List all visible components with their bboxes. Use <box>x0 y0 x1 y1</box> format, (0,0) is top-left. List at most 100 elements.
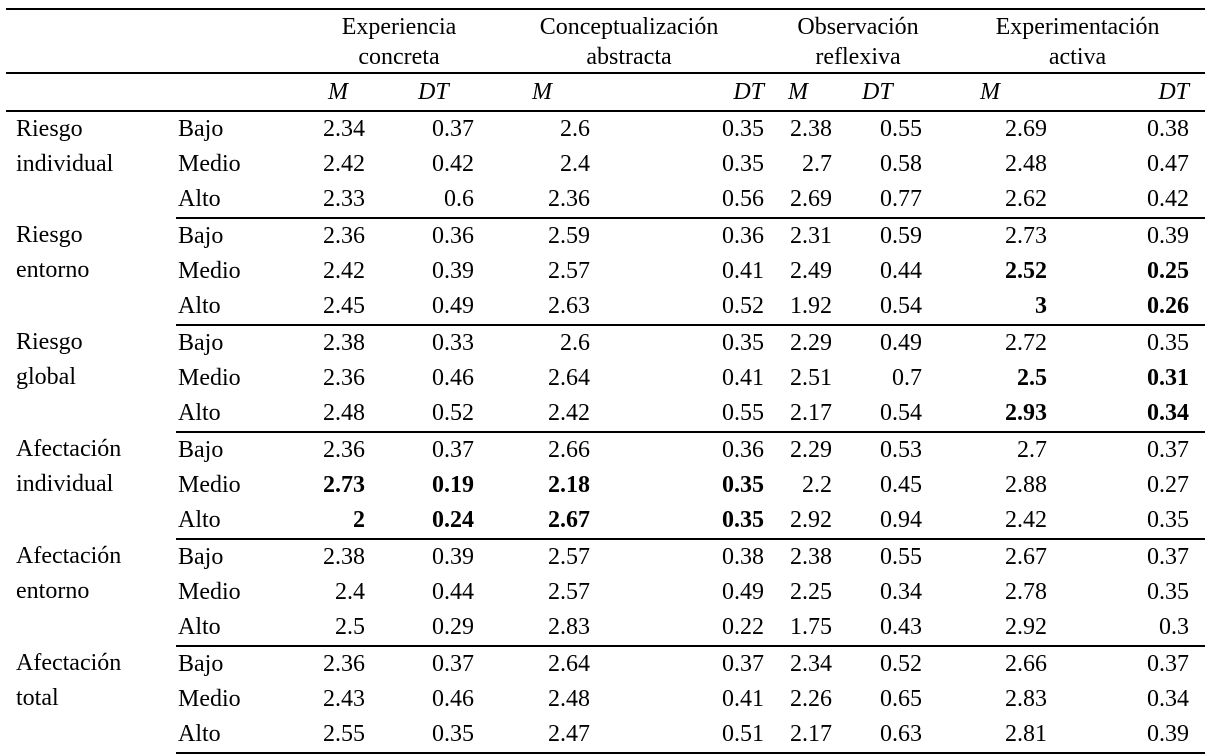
cell-sd: 0.54 <box>850 289 951 326</box>
column-group-line1: Experimentación <box>995 14 1160 40</box>
row-group: Afectación total Bajo 2.36 0.37 2.64 0.37 2.34 0… <box>6 646 1206 754</box>
cell-mean: 2.2 <box>802 472 833 498</box>
cell-mean: 2.26 <box>790 686 833 712</box>
column-group-line1: Conceptualización <box>539 14 719 40</box>
row-group: Afectación individual Bajo 2.36 0.37 2.66 0.36… <box>6 432 1206 540</box>
column-group-header: Observación reflexiva <box>766 8 951 73</box>
cell-sd: 0.35 <box>722 151 765 177</box>
results-table: Experiencia concreta Conceptualización abs… <box>6 8 1206 754</box>
cell-sd: 0.3 <box>1065 610 1206 647</box>
cell-mean: 2.4 <box>560 151 591 177</box>
row-group-label-line1: Riesgo <box>16 116 83 142</box>
subheader-m: M <box>950 72 1066 112</box>
cell-mean: 2 <box>306 503 390 540</box>
cell-mean: 2.38 <box>790 116 833 142</box>
cell-mean: 2.57 <box>548 544 591 570</box>
column-group-line1: Observación <box>797 14 919 40</box>
table-row: Afectación total Bajo 2.36 0.37 2.64 0.37 2.34 0… <box>6 646 1205 711</box>
cell-sd: 0.65 <box>880 686 923 712</box>
cell-sd: 0.51 <box>620 717 767 754</box>
cell-mean: 2.36 <box>323 223 365 249</box>
cell-sd: 0.35 <box>722 330 765 356</box>
level-label: Medio <box>178 365 241 391</box>
level-label: Medio <box>178 472 241 498</box>
table-row: Medio 2.42 0.39 2.57 0.41 2.49 0.44 2.52 0.25 <box>6 254 1205 289</box>
cell-mean: 2.7 <box>1017 437 1048 463</box>
cell-mean: 2.93 <box>950 396 1066 433</box>
cell-mean: 2.42 <box>492 396 621 433</box>
cell-mean: 2.52 <box>1005 258 1048 284</box>
cell-mean: 2.6 <box>560 116 591 142</box>
cell-sd: 0.35 <box>722 116 765 142</box>
header-empty <box>176 8 306 73</box>
cell-sd: 0.55 <box>880 544 923 570</box>
cell-sd: 0.59 <box>880 223 923 249</box>
row-group-label: Riesgo entorno <box>6 218 176 325</box>
level-label: Alto <box>176 717 306 754</box>
cell-sd: 0.39 <box>432 544 475 570</box>
cell-sd: 0.41 <box>722 686 765 712</box>
cell-sd: 0.34 <box>1147 686 1190 712</box>
cell-mean: 2.88 <box>1005 472 1048 498</box>
cell-sd: 0.55 <box>620 396 767 433</box>
cell-mean: 2.29 <box>790 330 833 356</box>
cell-sd: 0.36 <box>722 437 765 463</box>
level-label: Alto <box>176 289 306 326</box>
row-group-label: Afectación entorno <box>6 539 176 646</box>
table-row: Alto 2 0.24 2.67 0.35 2.92 0.94 2.42 0.35 <box>6 503 1206 540</box>
cell-sd: 0.7 <box>892 365 923 391</box>
cell-mean: 2.67 <box>1005 544 1048 570</box>
cell-mean: 2.83 <box>492 610 621 647</box>
cell-sd: 0.35 <box>1147 579 1190 605</box>
cell-sd: 0.43 <box>850 610 951 647</box>
subheader-dt: DT <box>620 72 767 112</box>
cell-sd: 0.54 <box>850 396 951 433</box>
cell-mean: 2.33 <box>306 182 390 219</box>
table-row: Medio 2.36 0.46 2.64 0.41 2.51 0.7 2.5 0.31 <box>6 361 1205 396</box>
cell-sd: 0.44 <box>432 579 475 605</box>
cell-mean: 2.34 <box>790 651 833 677</box>
cell-mean: 2.49 <box>790 258 833 284</box>
cell-mean: 2.92 <box>950 610 1066 647</box>
cell-sd: 0.46 <box>432 686 475 712</box>
column-group-line2: reflexiva <box>815 44 901 70</box>
cell-mean: 2.25 <box>790 579 833 605</box>
table-row: Alto 2.48 0.52 2.42 0.55 2.17 0.54 2.93 0.34 <box>6 396 1206 433</box>
cell-sd: 0.36 <box>722 223 765 249</box>
cell-mean: 2.36 <box>323 365 365 391</box>
cell-mean: 1.92 <box>766 289 851 326</box>
subheader-dt: DT <box>850 72 951 112</box>
cell-mean: 2.83 <box>1005 686 1048 712</box>
cell-mean: 2.38 <box>323 330 365 356</box>
cell-sd: 0.58 <box>880 151 923 177</box>
cell-sd: 0.35 <box>390 717 493 754</box>
cell-mean: 2.73 <box>323 472 365 498</box>
cell-mean: 2.34 <box>323 116 365 142</box>
level-label: Bajo <box>178 330 224 356</box>
cell-sd: 0.34 <box>880 579 923 605</box>
cell-mean: 2.55 <box>306 717 390 754</box>
row-group: Riesgo individual Bajo 2.34 0.37 2.6 0.35 2.38 0… <box>6 111 1206 219</box>
header-empty <box>6 8 176 73</box>
row-group: Riesgo global Bajo 2.38 0.33 2.6 0.35 2.29 0.49 2… <box>6 325 1206 433</box>
row-group-label-line2: individual <box>16 471 114 497</box>
cell-mean: 3 <box>950 289 1066 326</box>
cell-sd: 0.55 <box>880 116 923 142</box>
cell-sd: 0.53 <box>880 437 923 463</box>
cell-mean: 2.4 <box>335 579 365 605</box>
cell-mean: 2.48 <box>306 396 390 433</box>
cell-mean: 2.62 <box>950 182 1066 219</box>
level-label: Medio <box>178 258 241 284</box>
cell-sd: 0.52 <box>620 289 767 326</box>
row-group-label: Afectación total <box>6 646 176 753</box>
level-label: Bajo <box>178 651 224 677</box>
table-row: Riesgo entorno Bajo 2.36 0.36 2.59 0.36 2.31 0.5… <box>6 218 1205 283</box>
table-row: Medio 2.73 0.19 2.18 0.35 2.2 0.45 2.88 0.27 <box>6 468 1205 503</box>
table-row: Alto 2.45 0.49 2.63 0.52 1.92 0.54 3 0.26 <box>6 289 1206 326</box>
cell-sd: 0.56 <box>620 182 767 219</box>
cell-sd: 0.63 <box>850 717 951 754</box>
row-group: Afectación entorno Bajo 2.38 0.39 2.57 0.38 2.3… <box>6 539 1206 647</box>
cell-sd: 0.77 <box>850 182 951 219</box>
cell-mean: 2.59 <box>548 223 591 249</box>
row-group-label-line2: individual <box>16 151 114 177</box>
